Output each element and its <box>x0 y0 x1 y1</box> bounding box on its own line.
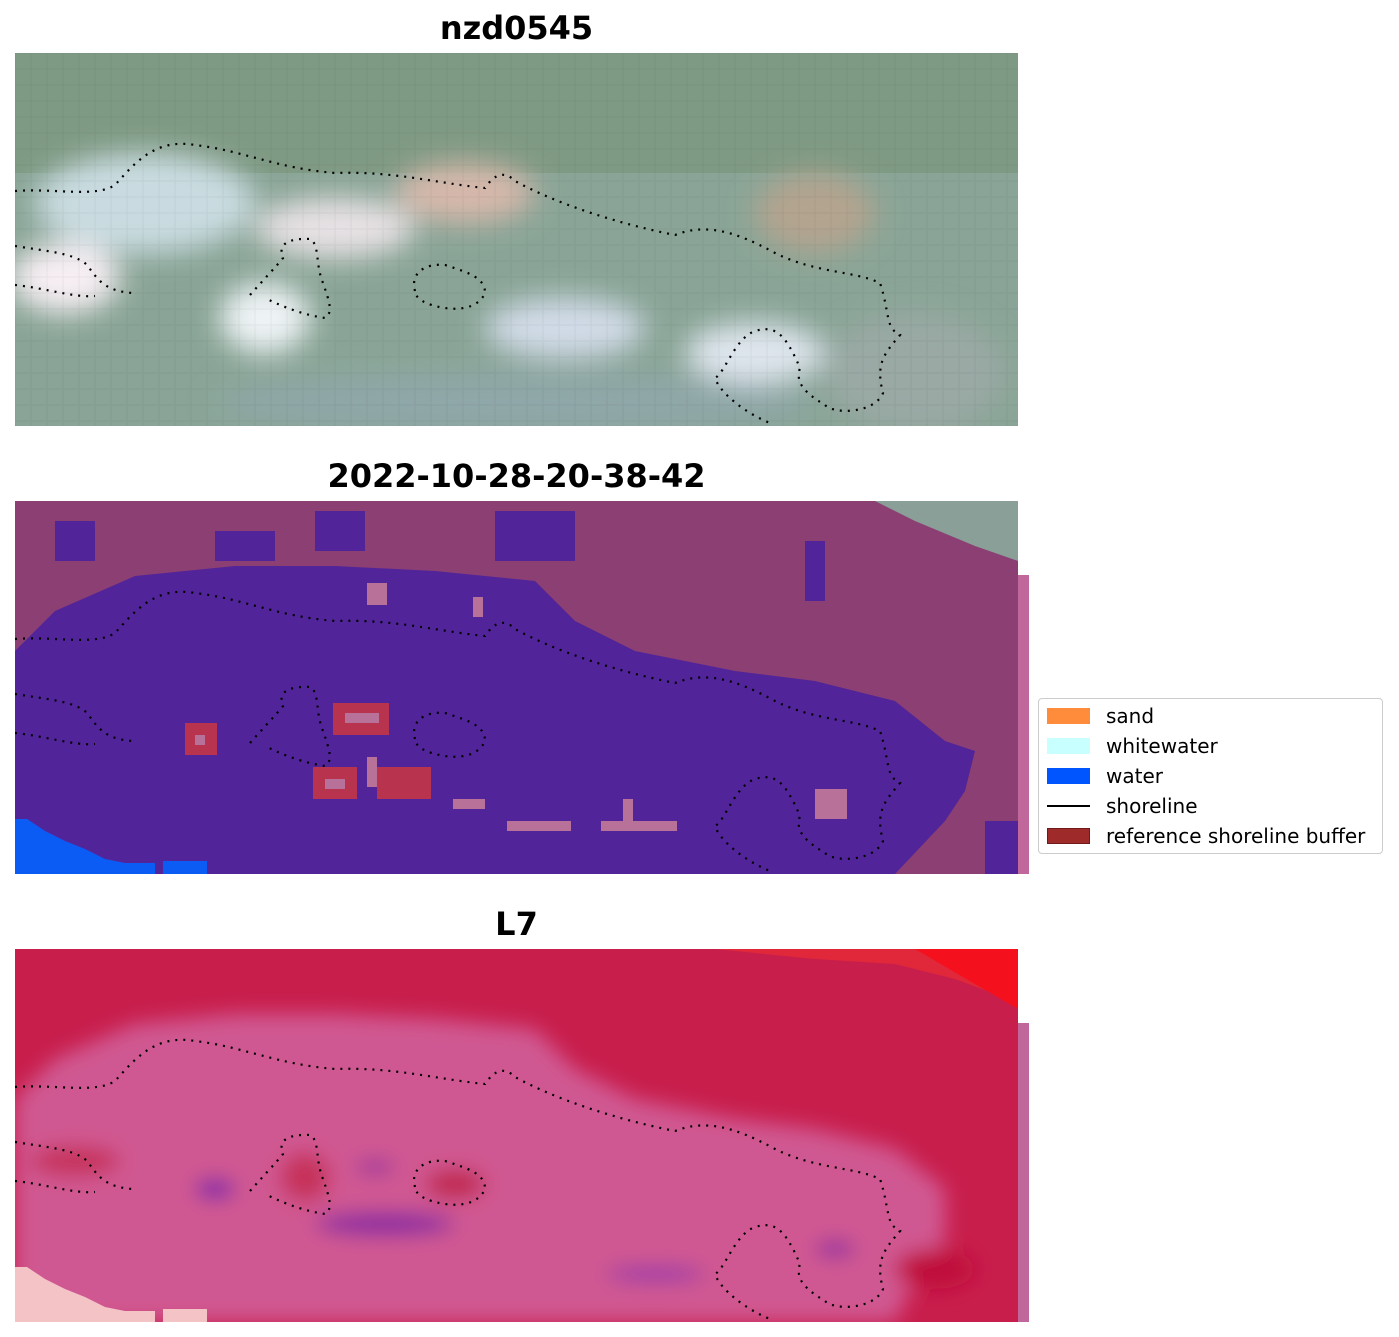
legend-item-water: water <box>1047 763 1163 789</box>
sand-swatch <box>1047 708 1090 724</box>
legend-label: water <box>1106 764 1163 788</box>
classification-panel <box>15 501 1018 874</box>
shoreline-line-swatch <box>1047 805 1090 807</box>
legend-label: shoreline <box>1106 794 1198 818</box>
legend-item-shoreline: shoreline <box>1047 793 1198 819</box>
legend: sand whitewater water shoreline referenc… <box>1038 698 1383 854</box>
shoreline-classification <box>15 590 902 873</box>
legend-item-sand: sand <box>1047 703 1154 729</box>
water-swatch <box>1047 768 1090 784</box>
rgb-image <box>15 53 1018 426</box>
shoreline-rgb <box>15 142 902 425</box>
l7-panel <box>15 949 1018 1322</box>
legend-item-reference-buffer: reference shoreline buffer <box>1047 823 1365 849</box>
legend-label: sand <box>1106 704 1155 728</box>
legend-item-whitewater: whitewater <box>1047 733 1218 759</box>
edge-strip-l7 <box>1018 1023 1029 1322</box>
whitewater-swatch <box>1047 738 1090 754</box>
panel-title-l7: L7 <box>495 905 538 943</box>
classification-image <box>15 501 1018 874</box>
shoreline-l7 <box>15 1038 902 1321</box>
legend-label: whitewater <box>1106 734 1218 758</box>
edge-strip-classification <box>1018 575 1029 874</box>
reference-buffer-swatch <box>1047 828 1090 844</box>
panel-title-rgb: nzd0545 <box>439 9 594 47</box>
l7-image <box>15 949 1018 1322</box>
rgb-image-panel <box>15 53 1018 426</box>
legend-label: reference shoreline buffer <box>1106 824 1366 848</box>
panel-title-classification: 2022-10-28-20-38-42 <box>327 457 706 495</box>
